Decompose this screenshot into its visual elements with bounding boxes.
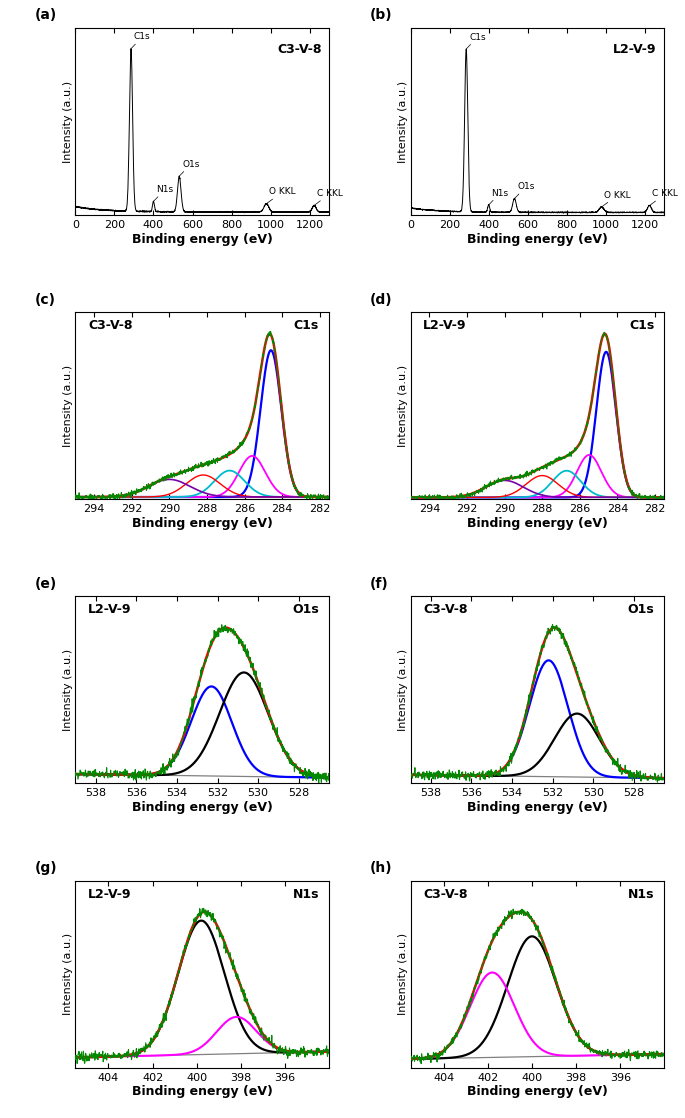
- Text: N1s: N1s: [153, 186, 173, 201]
- Text: (f): (f): [370, 577, 388, 590]
- Text: C3-V-8: C3-V-8: [423, 888, 468, 900]
- Y-axis label: Intensity (a.u.): Intensity (a.u.): [62, 364, 73, 447]
- Text: O KKL: O KKL: [266, 188, 296, 203]
- Text: C3-V-8: C3-V-8: [277, 42, 322, 56]
- Y-axis label: Intensity (a.u.): Intensity (a.u.): [62, 934, 73, 1015]
- X-axis label: Binding energy (eV): Binding energy (eV): [132, 233, 273, 246]
- Text: C1s: C1s: [629, 319, 654, 332]
- Y-axis label: Intensity (a.u.): Intensity (a.u.): [398, 364, 408, 447]
- Y-axis label: Intensity (a.u.): Intensity (a.u.): [398, 80, 408, 162]
- Text: N1s: N1s: [627, 888, 654, 900]
- X-axis label: Binding energy (eV): Binding energy (eV): [467, 1086, 608, 1098]
- Text: (g): (g): [35, 861, 58, 875]
- Text: C1s: C1s: [294, 319, 319, 332]
- X-axis label: Binding energy (eV): Binding energy (eV): [467, 517, 608, 530]
- Text: O1s: O1s: [292, 604, 319, 616]
- X-axis label: Binding energy (eV): Binding energy (eV): [467, 802, 608, 814]
- Text: N1s: N1s: [488, 189, 509, 205]
- Text: O KKL: O KKL: [601, 190, 631, 207]
- Text: C1s: C1s: [131, 32, 151, 49]
- Text: (d): (d): [370, 293, 393, 306]
- Text: (a): (a): [35, 8, 57, 22]
- Text: C3-V-8: C3-V-8: [88, 319, 132, 332]
- Text: C3-V-8: C3-V-8: [423, 604, 468, 616]
- Text: C KKL: C KKL: [649, 189, 678, 206]
- Text: L2-V-9: L2-V-9: [423, 319, 466, 332]
- Text: O1s: O1s: [179, 160, 199, 177]
- X-axis label: Binding energy (eV): Binding energy (eV): [132, 517, 273, 530]
- Text: O1s: O1s: [514, 182, 535, 199]
- Text: (h): (h): [370, 861, 393, 875]
- Y-axis label: Intensity (a.u.): Intensity (a.u.): [398, 648, 408, 731]
- Text: (b): (b): [370, 8, 393, 22]
- Text: L2-V-9: L2-V-9: [88, 888, 132, 900]
- Text: C1s: C1s: [466, 32, 486, 49]
- Text: L2-V-9: L2-V-9: [88, 604, 132, 616]
- Text: (e): (e): [35, 577, 57, 590]
- X-axis label: Binding energy (eV): Binding energy (eV): [132, 802, 273, 814]
- X-axis label: Binding energy (eV): Binding energy (eV): [467, 233, 608, 246]
- Text: O1s: O1s: [627, 604, 654, 616]
- Text: C KKL: C KKL: [314, 189, 343, 206]
- Text: N1s: N1s: [292, 888, 319, 900]
- Y-axis label: Intensity (a.u.): Intensity (a.u.): [398, 934, 408, 1015]
- X-axis label: Binding energy (eV): Binding energy (eV): [132, 1086, 273, 1098]
- Y-axis label: Intensity (a.u.): Intensity (a.u.): [62, 80, 73, 162]
- Y-axis label: Intensity (a.u.): Intensity (a.u.): [62, 648, 73, 731]
- Text: (c): (c): [35, 293, 55, 306]
- Text: L2-V-9: L2-V-9: [613, 42, 657, 56]
